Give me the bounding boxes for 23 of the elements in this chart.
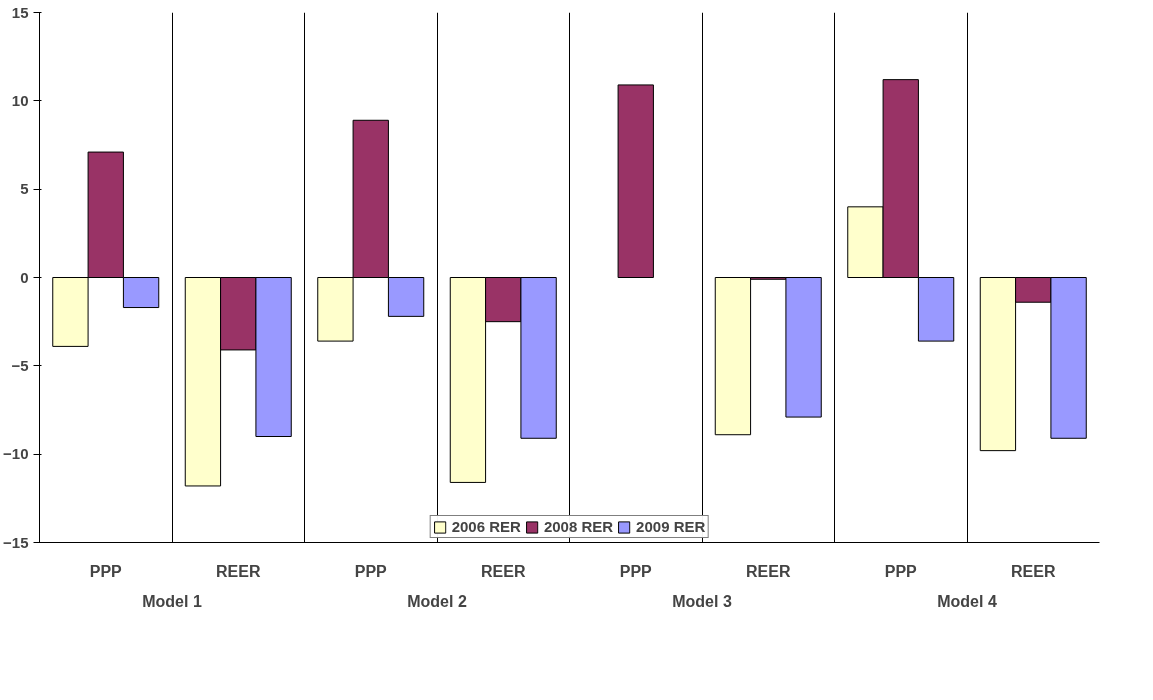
text: Model 1 [142, 592, 202, 610]
y-tick-label: −5 [11, 356, 29, 374]
y-tick-label: 10 [11, 91, 29, 109]
text: Model 4 [937, 592, 997, 610]
legend-label: 2008 RER [543, 518, 614, 535]
x-tick-label: REER [481, 562, 526, 580]
x-tick-label: PPP [89, 562, 123, 580]
text: Model 3 [672, 592, 732, 610]
y-tick-label: 15 [11, 3, 29, 21]
bar [617, 84, 654, 278]
y-tick-label: −15 [3, 533, 29, 551]
y-tick-label: −10 [3, 445, 29, 463]
text: Model 2 [407, 592, 467, 610]
y-tick-label: 5 [20, 180, 29, 198]
legend-label: 2006 RER [451, 518, 521, 535]
y-tick-label: 0 [20, 268, 29, 286]
x-tick-label: PPP [354, 562, 388, 580]
x-tick-label: REER [216, 562, 261, 580]
x-tick-label: REER [746, 562, 791, 580]
x-tick-label: REER [1011, 562, 1056, 580]
x-tick-label: PPP [884, 562, 918, 580]
legend-label: 2009 RER [636, 518, 706, 535]
x-tick-label: PPP [619, 562, 653, 580]
